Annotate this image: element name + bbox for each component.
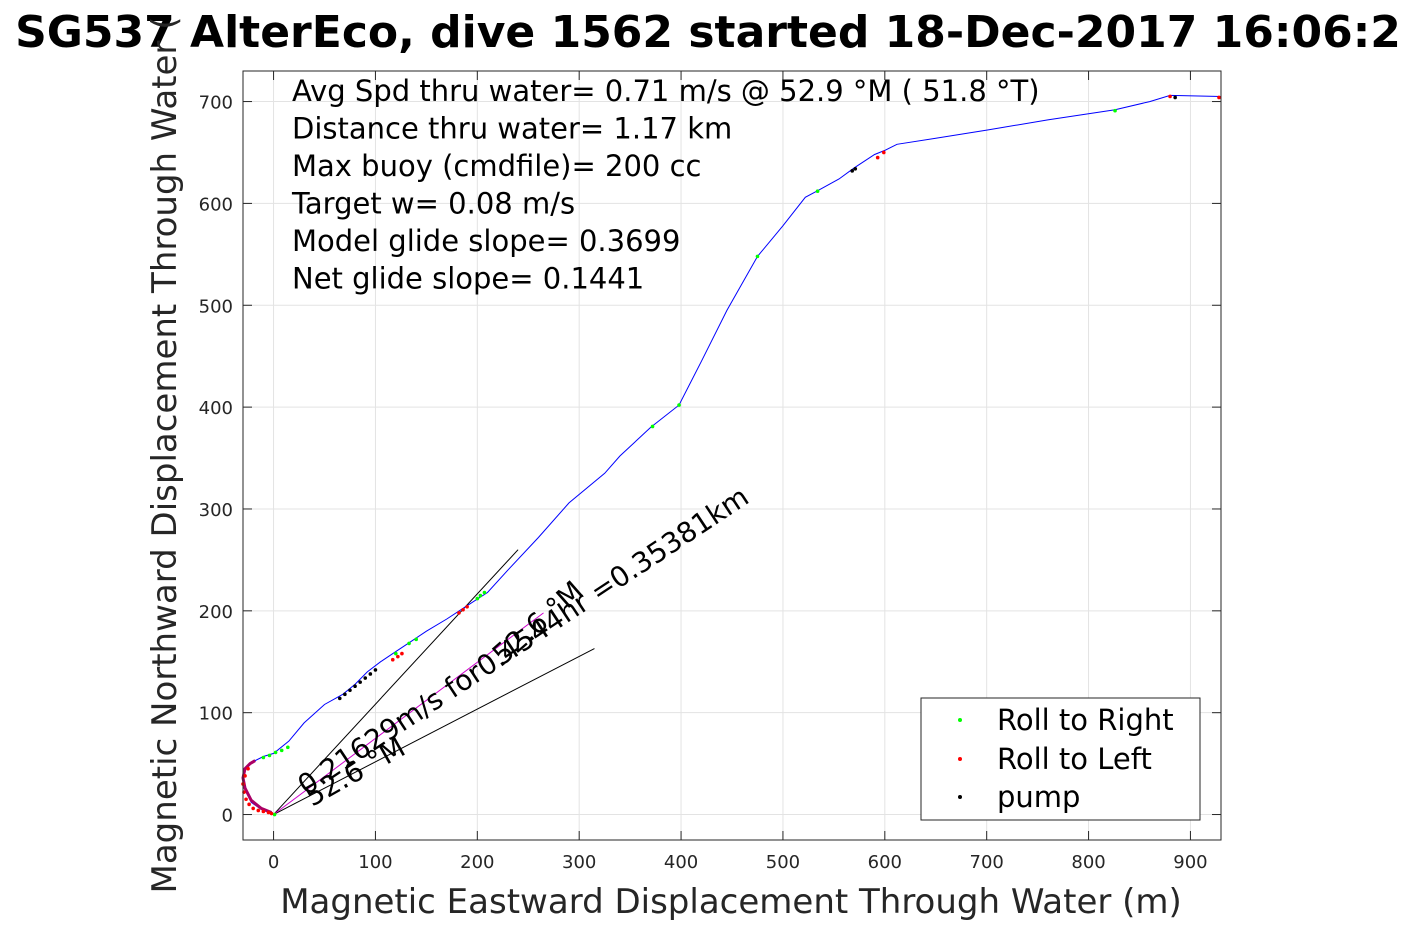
legend: Roll to Right Roll to Left pump [920,697,1201,821]
info-line: Max buoy (cmdfile)= 200 cc [292,149,701,183]
data-point-roll-to-left [247,802,251,807]
info-line: Model glide slope= 0.3699 [292,224,680,258]
data-point-pump [1173,95,1177,100]
y-axis-label: Magnetic Northward Displacement Through … [145,17,185,894]
info-line: Net glide slope= 0.1441 [292,262,644,296]
info-line: Avg Spd thru water= 0.71 m/s @ 52.9 °M (… [292,74,1040,108]
data-point-roll-to-right [414,637,418,642]
y-tick-label: 0 [222,806,233,827]
data-point-pump [343,692,347,697]
x-tick-label: 200 [460,852,494,873]
legend-box [920,697,1201,821]
y-tick-label: 200 [199,602,233,623]
data-point-roll-to-left [261,809,266,814]
y-tick-label: 300 [199,500,233,521]
data-point-pump [348,688,352,693]
data-point-pump [353,684,357,688]
data-point-roll-to-left [390,657,395,662]
legend-label-roll-left: Roll to Left [997,742,1152,776]
data-point-roll-to-right [482,590,487,595]
data-point-roll-to-left [246,766,250,771]
data-point-pump [368,672,373,676]
data-point-pump [853,166,858,171]
legend-marker-pump [958,795,962,799]
data-point-pump [373,668,378,672]
data-point-roll-to-left [243,774,247,778]
data-layer [241,94,1222,817]
data-point-roll-to-left [461,608,465,612]
data-point-roll-to-right [273,750,278,755]
data-point-roll-to-left [1168,94,1172,99]
legend-marker-roll-right [958,718,962,722]
data-point-roll-to-right [677,403,681,407]
x-tick-label: 300 [562,852,596,873]
data-point-pump [363,676,368,680]
y-tick-label: 500 [199,296,233,317]
data-point-pump [850,169,855,173]
ticks: 0 100 200 300 400 500 600 700 800 900 0 100 200 300 40… [199,71,1221,873]
data-point-roll-to-right [272,812,277,817]
data-point-roll-to-left [396,654,400,659]
data-point-roll-to-left [457,611,461,615]
heading-vector-line [273,648,595,815]
data-point-roll-to-right [407,641,411,646]
data-point-roll-to-right [650,424,655,429]
data-point-roll-to-left [881,150,886,155]
data-point-roll-to-left [875,155,880,160]
x-tick-label: 600 [868,852,902,873]
x-tick-label: 100 [358,852,392,873]
data-point-pump [358,680,362,684]
x-tick-label: 500 [766,852,800,873]
y-tick-label: 700 [199,93,233,114]
data-point-roll-to-left [1217,95,1221,100]
data-point-roll-to-left [266,810,271,815]
data-point-roll-to-right [478,593,483,598]
data-point-roll-to-right [279,748,284,753]
data-point-roll-to-right [755,254,760,259]
data-point-roll-to-left [251,806,255,811]
data-point-roll-to-right [475,596,480,601]
y-tick-label: 600 [199,194,233,215]
data-point-roll-to-left [400,651,404,656]
x-tick-label: 900 [1173,852,1207,873]
x-tick-label: 400 [664,852,698,873]
info-line: Distance thru water= 1.17 km [292,112,732,146]
data-point-roll-to-left [256,808,261,813]
data-point-roll-to-right [815,189,820,193]
legend-marker-roll-left [958,757,962,761]
x-tick-label: 800 [1071,852,1105,873]
data-point-roll-to-left [465,604,469,609]
legend-label-pump: pump [997,780,1080,814]
x-tick-label: 0 [268,852,279,873]
heading-vector-line [273,549,519,815]
data-point-pump [337,696,342,701]
data-point-roll-to-right [286,745,290,750]
data-point-roll-to-right [394,651,398,656]
heading-vector-line [273,612,544,815]
legend-label-roll-right: Roll to Right [997,703,1174,737]
chart-title: SG537 AlterEco, dive 1562 started 18-Dec… [15,7,1401,58]
data-point-roll-to-left [269,811,274,816]
y-tick-label: 400 [199,398,233,419]
y-tick-label: 100 [199,704,233,725]
data-point-roll-to-right [1113,108,1117,113]
x-tick-label: 700 [970,852,1004,873]
info-line: Target w= 0.08 m/s [291,187,575,221]
plot-frame [242,70,1222,841]
x-axis-label: Magnetic Eastward Displacement Through W… [280,882,1182,922]
data-point-roll-to-right [261,755,266,760]
data-point-roll-to-left [244,797,248,802]
data-point-roll-to-right [267,753,272,758]
